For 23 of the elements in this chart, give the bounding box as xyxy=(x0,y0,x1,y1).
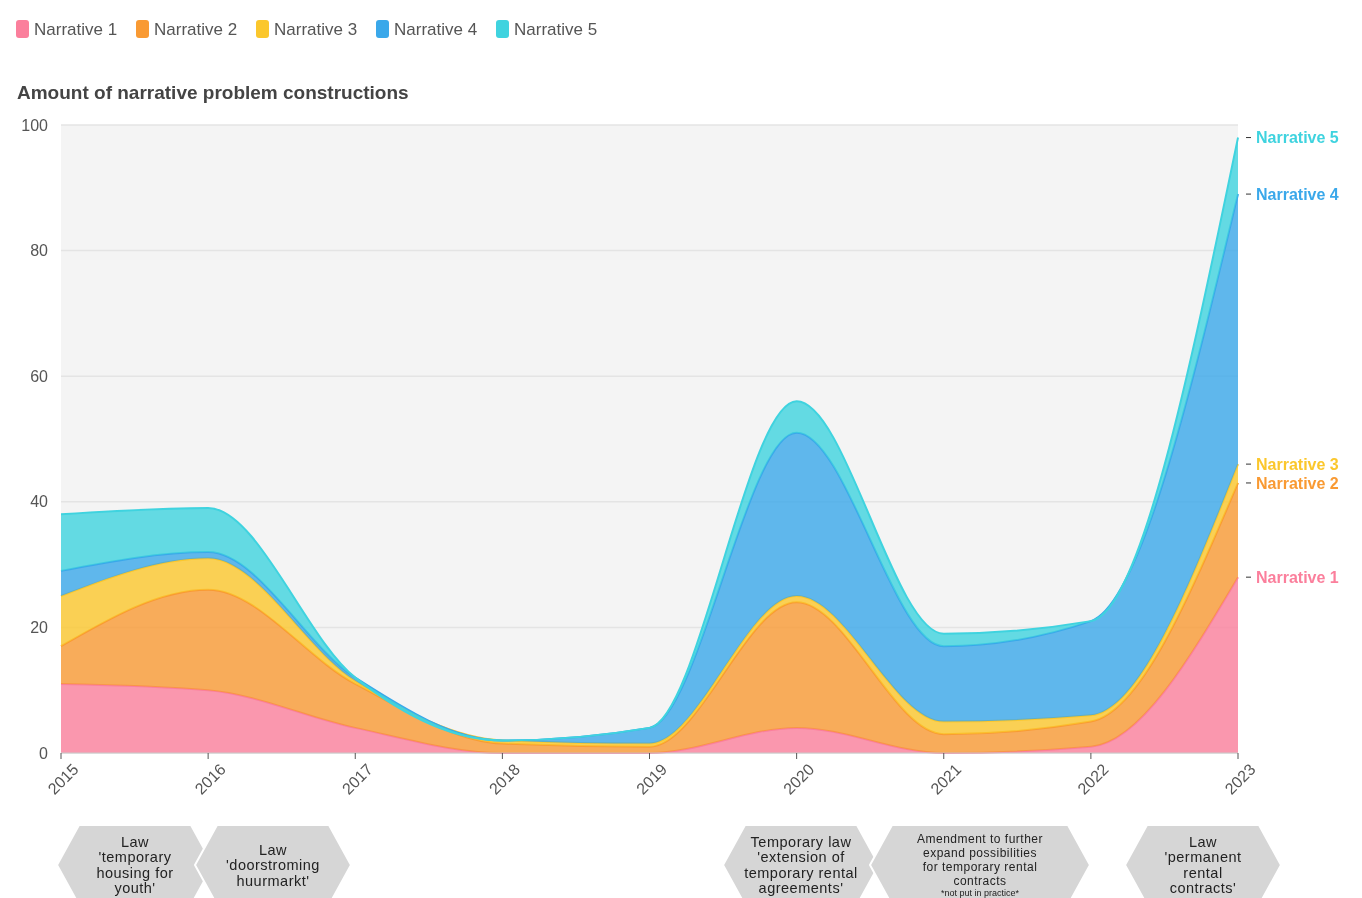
text: Law 'temporary housing for youth' xyxy=(96,833,174,897)
text: Narrative 2 xyxy=(1256,474,1339,492)
text: Law 'doorstroming huurmarkt' xyxy=(226,841,320,889)
legend-label: Narrative 4 xyxy=(394,19,478,39)
y-tick-label: 100 xyxy=(21,116,49,134)
text: Temporary law 'extension of temporary rental agreements' xyxy=(744,833,858,897)
text: Amendment to further expand possibilities for temporary rental contracts xyxy=(916,831,1044,888)
text: Narrative 3 xyxy=(1256,455,1339,473)
y-tick-label: 40 xyxy=(30,493,49,511)
text: Narrative 4 xyxy=(1256,185,1339,203)
legend-label: Narrative 5 xyxy=(514,19,598,39)
y-tick-label: 0 xyxy=(39,744,49,762)
y-tick-label: 20 xyxy=(30,619,49,636)
chart-title: Amount of narrative problem constructions xyxy=(17,81,409,103)
text: Narrative 1 xyxy=(1256,568,1339,586)
legend-label: Narrative 3 xyxy=(274,19,358,39)
text: Law 'permanent rental contracts' xyxy=(1164,833,1242,897)
legend-label: Narrative 2 xyxy=(154,19,238,39)
y-tick-label: 60 xyxy=(30,367,49,385)
y-tick-label: 80 xyxy=(30,242,49,260)
text: *not put in practice* xyxy=(940,888,1020,898)
legend-label: Narrative 1 xyxy=(34,19,118,39)
text: Narrative 5 xyxy=(1256,129,1339,147)
